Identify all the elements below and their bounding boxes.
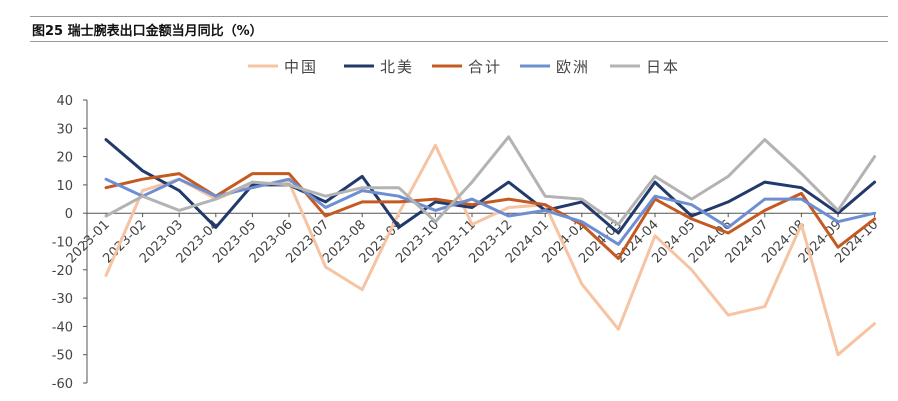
line-chart: 中国 北美 合计 欧洲 日本 403020100-10-20-30-40-50-6020… xyxy=(52,58,882,392)
legend-label-2: 合计 xyxy=(468,58,502,76)
y-tick-label: 10 xyxy=(56,179,73,194)
chart-axes: 403020100-10-20-30-40-50-602023-012023-0… xyxy=(52,94,882,392)
y-tick-label: -50 xyxy=(52,349,73,364)
y-tick-label: 40 xyxy=(56,94,73,109)
y-tick-label: -10 xyxy=(52,236,73,251)
y-tick-label: 0 xyxy=(65,207,73,222)
y-tick-label: 20 xyxy=(56,151,73,166)
figure-title: 图25 瑞士腕表出口金额当月同比（%） xyxy=(32,24,263,39)
y-tick-label: 30 xyxy=(56,122,73,137)
header-top-rule xyxy=(30,16,888,17)
y-tick-label: -30 xyxy=(52,292,73,307)
legend-label-0: 中国 xyxy=(284,58,318,76)
series-line-1 xyxy=(104,138,877,235)
series-line-4 xyxy=(104,135,877,226)
y-tick-label: -40 xyxy=(52,320,73,335)
legend-label-4: 日本 xyxy=(646,58,680,76)
chart-series xyxy=(104,135,877,357)
legend-label-1: 北美 xyxy=(380,58,414,76)
header-bottom-rule xyxy=(30,41,888,42)
legend-label-3: 欧洲 xyxy=(556,58,590,76)
figure-header: 图25 瑞士腕表出口金额当月同比（%） xyxy=(30,0,888,44)
y-tick-label: -20 xyxy=(52,264,73,279)
chart-legend: 中国 北美 合计 欧洲 日本 xyxy=(248,58,680,76)
series-line-2 xyxy=(104,172,877,260)
y-tick-label: -60 xyxy=(52,377,73,392)
